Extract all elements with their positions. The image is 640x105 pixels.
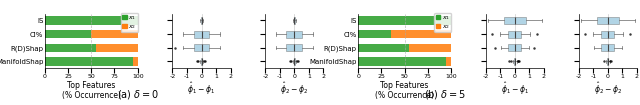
PathPatch shape — [508, 44, 522, 51]
PathPatch shape — [286, 31, 302, 37]
X-axis label: $\hat{\phi}_1 - \phi_1$: $\hat{\phi}_1 - \phi_1$ — [501, 81, 529, 97]
Bar — [45, 57, 133, 66]
Bar — [358, 16, 451, 25]
PathPatch shape — [601, 44, 614, 51]
PathPatch shape — [193, 44, 209, 51]
Bar — [133, 57, 138, 66]
X-axis label: Top Features
(% Occurrence): Top Features (% Occurrence) — [375, 81, 434, 100]
Text: (a) $\delta = 0$: (a) $\delta = 0$ — [116, 88, 159, 101]
PathPatch shape — [201, 58, 202, 65]
Bar — [358, 44, 410, 52]
Bar — [45, 44, 96, 52]
X-axis label: $\hat{\phi}_1 - \phi_1$: $\hat{\phi}_1 - \phi_1$ — [188, 81, 216, 97]
Bar — [358, 30, 390, 38]
PathPatch shape — [607, 58, 609, 65]
Bar — [447, 57, 451, 66]
Bar — [390, 30, 451, 38]
Bar — [96, 44, 138, 52]
PathPatch shape — [201, 17, 202, 24]
Bar — [410, 44, 451, 52]
Bar — [92, 30, 138, 38]
Bar — [45, 16, 138, 25]
X-axis label: $\hat{\phi}_2 - \phi_2$: $\hat{\phi}_2 - \phi_2$ — [280, 81, 308, 97]
X-axis label: $\hat{\phi}_2 - \phi_2$: $\hat{\phi}_2 - \phi_2$ — [594, 81, 622, 97]
PathPatch shape — [504, 17, 526, 24]
PathPatch shape — [508, 31, 522, 37]
PathPatch shape — [597, 17, 619, 24]
Legend: $x_1$, $x_2$: $x_1$, $x_2$ — [121, 13, 138, 32]
PathPatch shape — [286, 44, 302, 51]
Text: (b) $\delta = 5$: (b) $\delta = 5$ — [424, 88, 466, 101]
Bar — [358, 57, 447, 66]
PathPatch shape — [294, 58, 295, 65]
PathPatch shape — [601, 31, 614, 37]
Legend: $x_1$, $x_2$: $x_1$, $x_2$ — [435, 13, 451, 32]
X-axis label: Top Features
(% Occurrence): Top Features (% Occurrence) — [61, 81, 121, 100]
PathPatch shape — [193, 31, 209, 37]
PathPatch shape — [294, 17, 295, 24]
Bar — [45, 30, 92, 38]
